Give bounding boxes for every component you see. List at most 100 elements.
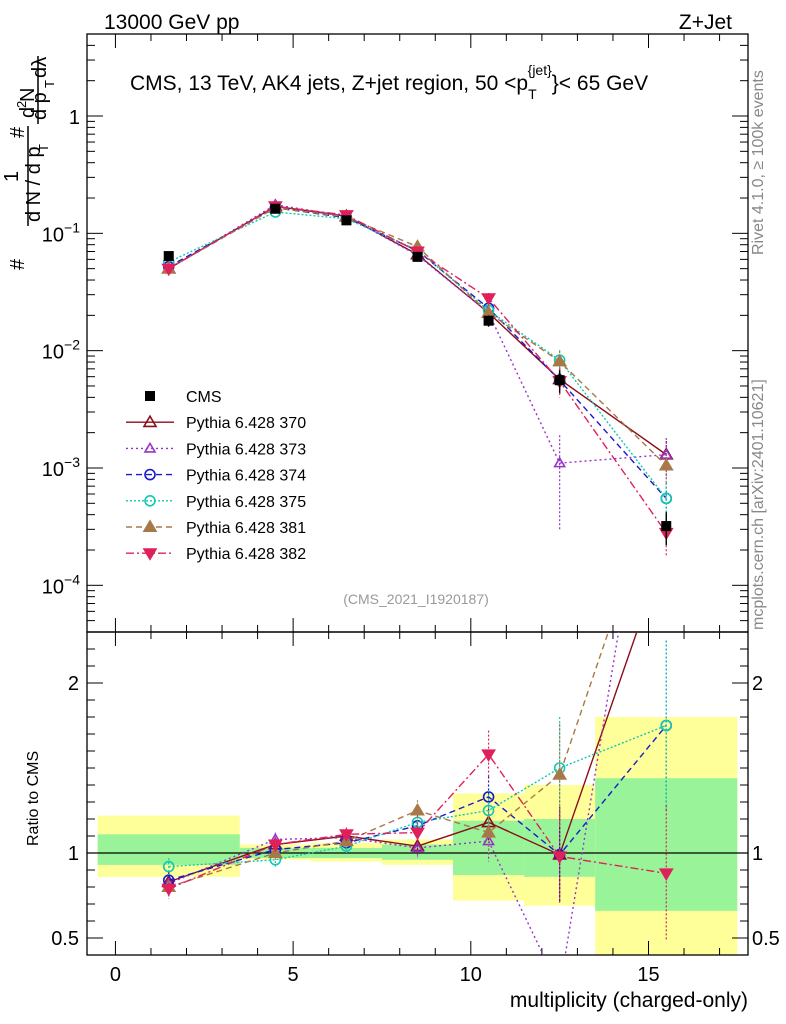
legend-label: Pythia 6.428 375 bbox=[186, 494, 306, 511]
header-left: 13000 GeV pp bbox=[104, 11, 239, 34]
ratio-series-group bbox=[161, 632, 674, 955]
y-tick-exp: −2 bbox=[64, 337, 80, 353]
series-line bbox=[168, 204, 667, 464]
series-marker bbox=[552, 353, 568, 367]
series-marker bbox=[552, 767, 568, 780]
series-marker bbox=[339, 829, 354, 842]
series-marker bbox=[481, 749, 496, 762]
data-marker bbox=[483, 315, 494, 326]
y-tick-label: 10−1 bbox=[42, 219, 80, 246]
region-sup: {jet} bbox=[528, 62, 552, 78]
y-tick-exp: −4 bbox=[64, 571, 80, 587]
ratio-y-tick-label-right: 2 bbox=[752, 673, 763, 695]
legend-entry: Pythia 6.428 373 bbox=[126, 441, 306, 458]
ratio-y-tick-label-right: 0.5 bbox=[752, 928, 780, 950]
series-cms-data bbox=[163, 203, 672, 546]
svg-text:N: N bbox=[17, 88, 39, 102]
series-marker bbox=[660, 719, 673, 732]
legend-label: Pythia 6.428 373 bbox=[186, 441, 306, 458]
series-marker bbox=[161, 263, 177, 277]
svg-text:d: d bbox=[17, 107, 39, 118]
y-tick-base: 10 bbox=[42, 459, 64, 481]
rivet-label: Rivet 4.1.0, ≥ 100k events bbox=[750, 70, 767, 255]
legend-label: CMS bbox=[186, 389, 222, 406]
y-tick-base: 10 bbox=[42, 342, 64, 364]
main-series bbox=[161, 198, 674, 556]
main-frame bbox=[86, 33, 749, 633]
y-tick-exp: −1 bbox=[64, 219, 80, 235]
series-marker bbox=[552, 851, 568, 864]
svg-text:dλ: dλ bbox=[29, 57, 51, 78]
svg-text:1: 1 bbox=[1, 171, 23, 182]
x-tick-label: 5 bbox=[288, 964, 299, 986]
series-marker bbox=[143, 441, 157, 453]
legend-entry: Pythia 6.428 375 bbox=[126, 494, 306, 511]
y-tick-base: 10 bbox=[42, 224, 64, 246]
legend-label: Pythia 6.428 374 bbox=[186, 468, 306, 485]
series-marker bbox=[482, 804, 495, 817]
series-marker bbox=[410, 827, 425, 841]
data-marker bbox=[145, 391, 155, 401]
ratio-y-tick-label: 1 bbox=[68, 843, 79, 865]
series-marker bbox=[161, 883, 177, 897]
svg-text:T: T bbox=[42, 80, 57, 88]
series-marker bbox=[660, 492, 673, 505]
legend-entry: Pythia 6.428 381 bbox=[126, 519, 306, 537]
series-marker bbox=[658, 868, 674, 881]
series-marker bbox=[410, 802, 425, 816]
svg-text:d p: d p bbox=[29, 92, 51, 120]
series-marker bbox=[481, 293, 496, 306]
region-title: CMS, 13 TeV, AK4 jets, Z+jet region, 50 … bbox=[130, 62, 648, 102]
data-marker bbox=[163, 251, 174, 262]
series-marker bbox=[142, 519, 158, 533]
series-marker bbox=[142, 414, 158, 428]
ratio-y-tick-label: 0.5 bbox=[51, 928, 79, 950]
header-right: Z+Jet bbox=[679, 11, 732, 34]
series-marker bbox=[142, 548, 158, 561]
series-marker bbox=[267, 845, 283, 859]
legend-entry: Pythia 6.428 370 bbox=[126, 414, 306, 432]
svg-text:T: T bbox=[36, 144, 51, 152]
series-marker bbox=[481, 825, 496, 838]
ratio-y-tick-label-right: 1 bbox=[752, 843, 763, 865]
y-tick-exp: −3 bbox=[64, 454, 80, 470]
svg-text:2: 2 bbox=[14, 101, 29, 108]
svg-text:#: # bbox=[7, 126, 29, 138]
series-marker bbox=[144, 468, 156, 481]
data-marker bbox=[270, 203, 281, 214]
mcplots-label: mcplots.cern.ch [arXiv:2401.10621] bbox=[750, 379, 767, 630]
region-prefix: CMS, 13 TeV, AK4 jets, Z+jet region, 50 … bbox=[130, 72, 528, 95]
ratio-pythia-6.428-382 bbox=[161, 730, 674, 942]
y-tick-label: 10−4 bbox=[42, 571, 80, 598]
ratio-y-tick-label: 2 bbox=[68, 673, 79, 695]
main-y-axis-label: # d N / d p T 1 # d p T dλ d 2 N bbox=[1, 56, 57, 270]
legend-label: Pythia 6.428 382 bbox=[186, 546, 306, 563]
series-marker bbox=[553, 456, 567, 468]
series-marker bbox=[162, 860, 175, 873]
x-tick-label: 15 bbox=[637, 964, 659, 986]
legend-label: Pythia 6.428 370 bbox=[186, 415, 306, 432]
series-marker bbox=[267, 839, 283, 853]
x-tick-label: 0 bbox=[110, 964, 121, 986]
analysis-label: (CMS_2021_I1920187) bbox=[343, 591, 489, 607]
y-tick-label: 10−2 bbox=[42, 337, 80, 364]
legend-label: Pythia 6.428 381 bbox=[186, 520, 306, 537]
y-tick-base: 10 bbox=[42, 576, 64, 598]
data-marker bbox=[554, 375, 565, 386]
legend: CMS Pythia 6.428 370 Pythia 6.428 373 Pythi… bbox=[126, 389, 306, 563]
region-suffix: }< 65 GeV bbox=[552, 72, 648, 95]
y-tick-label: 1 bbox=[69, 107, 80, 129]
x-axis-label: multiplicity (charged-only) bbox=[510, 989, 748, 1012]
region-sub: T bbox=[528, 86, 537, 102]
series-marker bbox=[144, 494, 156, 507]
legend-entry: CMS bbox=[145, 389, 222, 406]
x-tick-label: 10 bbox=[460, 964, 482, 986]
legend-entry: Pythia 6.428 374 bbox=[126, 468, 306, 485]
band-green bbox=[595, 778, 738, 911]
ratio-y-axis-label: Ratio to CMS bbox=[25, 751, 42, 846]
data-marker bbox=[661, 521, 672, 532]
series-marker bbox=[658, 457, 674, 471]
legend-entry: Pythia 6.428 382 bbox=[126, 546, 306, 563]
